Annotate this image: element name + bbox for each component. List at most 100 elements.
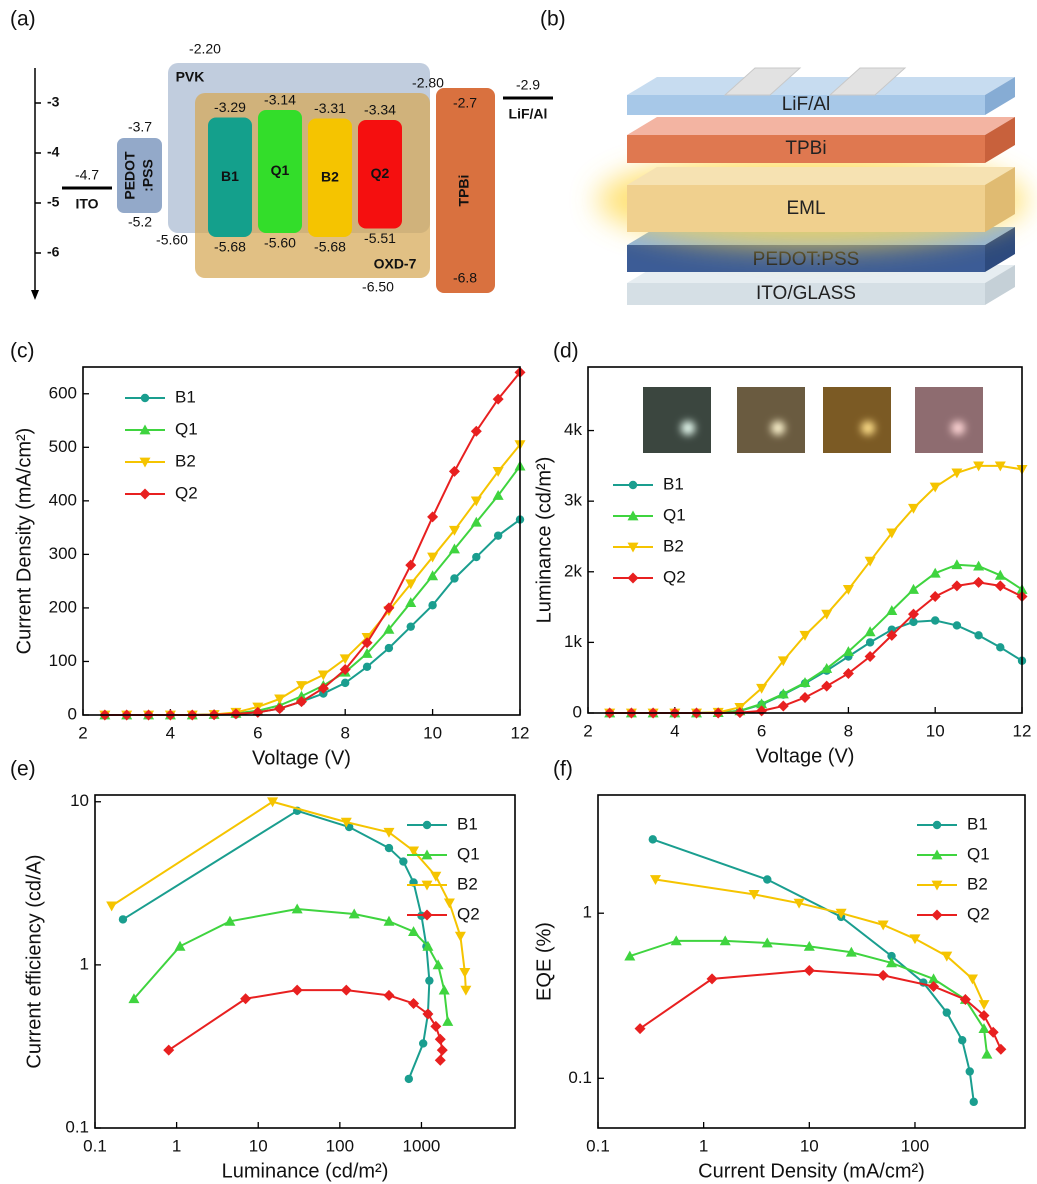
y-axis-label: Luminance (cd/m²): [533, 457, 555, 624]
data-point: [803, 964, 815, 976]
panel-label: (d): [553, 340, 579, 363]
data-point: [777, 700, 789, 712]
tpbi-name: TPBi: [456, 175, 472, 207]
data-point: [383, 623, 395, 634]
legend-label: B1: [175, 387, 196, 406]
photo: [823, 387, 891, 453]
x-tick-label: 1: [699, 1136, 708, 1155]
pedot-box: [117, 138, 162, 213]
data-point: [835, 908, 847, 919]
level-label: -3.34: [364, 102, 396, 118]
legend-marker: [931, 849, 943, 860]
axis-tick-label: -3: [47, 94, 60, 110]
data-point: [408, 926, 420, 936]
data-point: [296, 690, 307, 701]
data-point: [492, 393, 504, 405]
data-point: [799, 691, 811, 703]
data-point: [994, 580, 1006, 592]
data-point: [405, 559, 417, 571]
data-point: [317, 670, 329, 681]
layer-label: LiF/Al: [782, 94, 831, 115]
data-point: [886, 528, 898, 539]
data-point: [340, 817, 352, 828]
y-tick-label: 0: [68, 704, 77, 723]
data-point: [864, 556, 876, 567]
data-point: [748, 889, 760, 900]
legend-marker: [627, 542, 639, 553]
level-label: -5.2: [128, 214, 152, 230]
data-point: [291, 903, 303, 914]
data-point: [317, 682, 329, 694]
layer-label: TPBi: [785, 138, 826, 159]
x-tick-label: 4: [670, 721, 679, 740]
legend-marker: [931, 880, 943, 891]
pedot-name: PEDOT: [122, 151, 138, 200]
series-line: [104, 465, 521, 716]
data-point: [436, 1044, 448, 1056]
y-tick-label: 0.1: [65, 1117, 89, 1136]
data-point: [864, 626, 876, 637]
legend-label: B1: [457, 814, 478, 833]
legend-marker: [421, 909, 433, 921]
layer-label: EML: [786, 198, 825, 219]
legend-marker: [932, 820, 942, 830]
photo-glow: [771, 421, 785, 435]
x-tick-label: 0.1: [83, 1136, 107, 1155]
photo: [643, 387, 711, 453]
level-label: -6.50: [362, 279, 394, 295]
legend-marker: [627, 572, 639, 584]
data-point: [427, 570, 439, 581]
electrode: [723, 67, 802, 96]
legend-label: Q1: [175, 419, 198, 438]
x-axis-label: Voltage (V): [756, 745, 855, 767]
slab-front: [627, 135, 985, 163]
data-point: [777, 688, 789, 699]
data-point: [929, 482, 941, 493]
data-point: [430, 871, 442, 882]
x-axis-label: Current Density (mA/cm²): [698, 1160, 925, 1182]
x-tick-label: 1000: [403, 1136, 441, 1155]
legend-label: B1: [663, 474, 684, 493]
level-label: -5.68: [314, 239, 346, 255]
data-point: [454, 931, 466, 942]
legend-marker: [627, 510, 639, 521]
y-tick-label: 500: [49, 437, 77, 456]
series-line: [122, 809, 431, 1080]
slab-front: [627, 185, 985, 232]
legend-marker: [931, 909, 943, 921]
slab-top: [627, 117, 1015, 135]
data-point: [909, 617, 918, 627]
data-point: [430, 1020, 442, 1032]
slab-side: [985, 167, 1015, 232]
data-point: [886, 605, 898, 616]
data-point: [448, 465, 460, 477]
data-point: [422, 1008, 434, 1020]
data-point: [908, 503, 919, 514]
data-point: [973, 560, 985, 571]
data-point: [959, 994, 971, 1006]
data-point: [649, 875, 661, 886]
x-tick-label: 8: [844, 721, 853, 740]
layer-label: PEDOT:PSS: [753, 249, 860, 270]
legend-marker: [628, 480, 638, 490]
legend-label: Q2: [175, 483, 198, 502]
level-label: -3.29: [214, 99, 246, 115]
x-tick-label: 2: [78, 723, 87, 742]
photo-glow: [951, 421, 965, 435]
photo: [915, 387, 983, 453]
data-point: [951, 468, 963, 479]
x-tick-label: 10: [249, 1136, 268, 1155]
data-point: [821, 609, 833, 620]
data-point: [987, 1026, 999, 1038]
x-tick-label: 6: [757, 721, 766, 740]
level-label: -5.51: [364, 230, 396, 246]
layer-label: ITO/GLASS: [756, 283, 856, 304]
data-point: [978, 1000, 990, 1010]
data-point: [706, 973, 718, 985]
data-point: [886, 629, 898, 641]
data-point: [470, 516, 482, 527]
data-point: [224, 915, 236, 926]
x-tick-label: 10: [926, 721, 945, 740]
data-point: [428, 601, 437, 610]
